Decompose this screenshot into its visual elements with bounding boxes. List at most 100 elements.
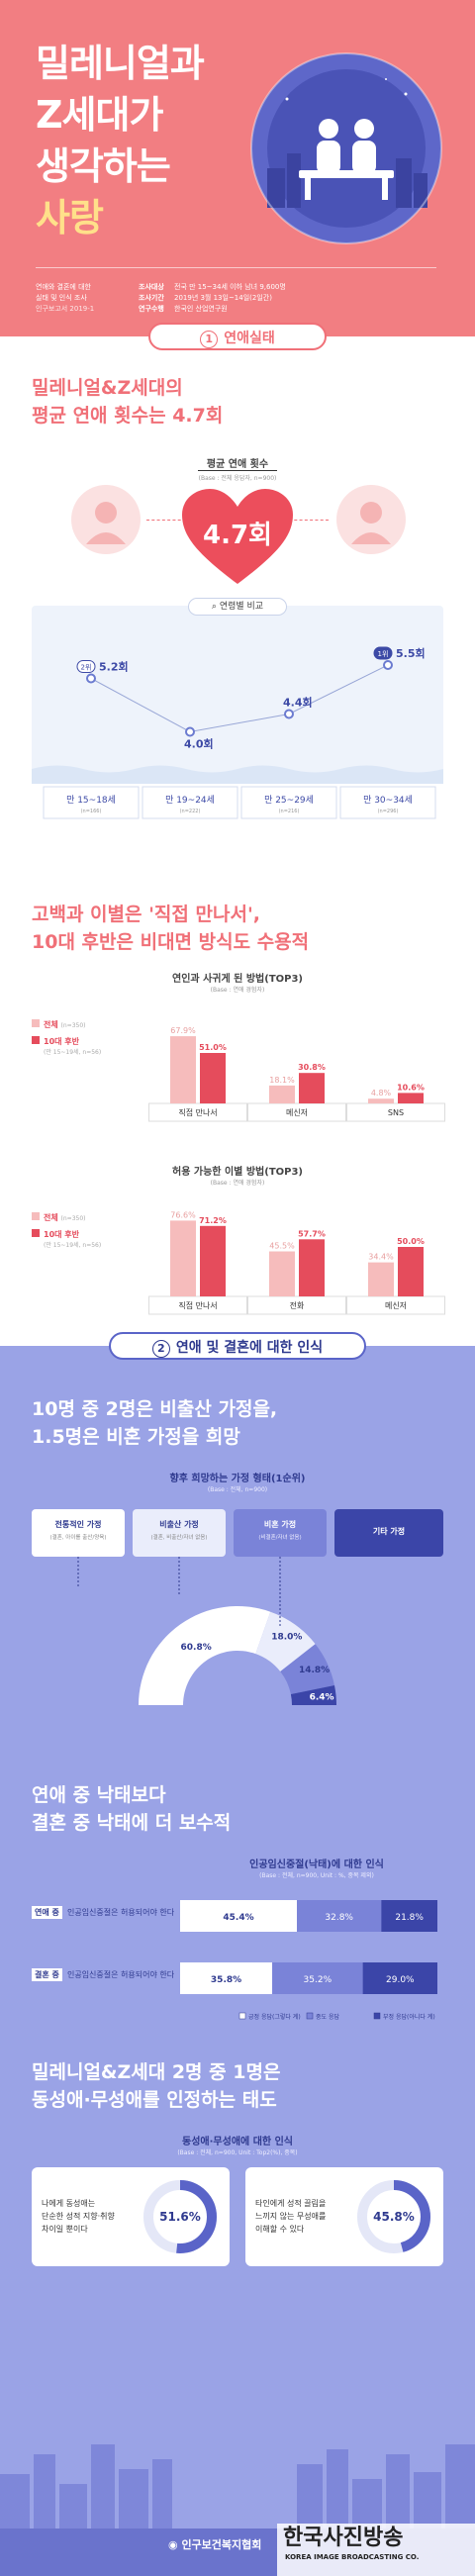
age-data-label: 5.5회 xyxy=(396,646,426,660)
hero-info-line: 인구보고서 2019-1 xyxy=(36,305,95,313)
hero-info-line: 실태 및 인식 조사 xyxy=(36,294,87,302)
age-category-box xyxy=(142,786,238,819)
bar xyxy=(170,1220,196,1296)
avg-dating-value: 4.7회 xyxy=(203,521,272,550)
age-comparison-panel xyxy=(32,606,443,784)
lgbt-text-line: 차이일 뿐이다 xyxy=(42,2225,88,2234)
legend-teen-sub: (만 15~19세, n=56) xyxy=(44,1242,102,1249)
stacked-bar-segment xyxy=(272,1962,363,1994)
bar xyxy=(368,1262,394,1296)
bar xyxy=(200,1053,226,1103)
family-card-title: 비출산 가정 xyxy=(159,1520,199,1529)
legend-label: 중도 응답 xyxy=(316,2014,339,2021)
bar-value-label: 71.2% xyxy=(199,1216,227,1225)
legend-swatch xyxy=(306,2012,314,2020)
bar xyxy=(269,1085,295,1103)
bar xyxy=(299,1239,325,1296)
rank-badge xyxy=(76,660,96,673)
headline-line: 10대 후반은 비대면 방식도 수용적 xyxy=(32,931,310,953)
age-line-chart: 5.2회 2위만 15~18세 (n=166) 4.0회만 19~24세 (n=222)… xyxy=(32,646,443,819)
age-sample-label: (n=222) xyxy=(180,809,201,814)
avg-dating-label: 평균 연애 횟수 xyxy=(206,459,269,470)
age-sample-label: (n=166) xyxy=(81,809,102,814)
donut-arc xyxy=(143,2180,217,2253)
headline-line: 평균 연애 횟수는 4.7회 xyxy=(32,405,224,427)
bar-value-label: 57.7% xyxy=(298,1229,326,1238)
label-underline xyxy=(198,470,277,471)
family-card-sub: (결혼, 아이를 출산/양육) xyxy=(49,1535,107,1541)
section-2-number: 2 xyxy=(151,1340,170,1358)
rank-badge xyxy=(373,646,393,660)
legend-teen: 10대 후반 xyxy=(32,1036,113,1047)
org-logo-icon: ◉ xyxy=(168,2538,182,2551)
headline-lgbt: 밀레니얼&Z세대 2명 중 1명은 동성애·무성애를 인정하는 태도 xyxy=(32,2058,280,2114)
legend-all: 전체 (n=350) xyxy=(32,1212,113,1223)
family-donut-chart: 60.8% 18.0% 14.8% 6.4% xyxy=(77,1557,336,1705)
bar-value-label: 10.6% xyxy=(397,1083,425,1092)
watermark-kr: 한국사진방송 xyxy=(283,2526,404,2550)
heart-icon xyxy=(182,489,293,584)
bar-value-label: 18.1% xyxy=(269,1076,295,1085)
lgbt-text-line: 단순한 성적 지향·취향 xyxy=(42,2212,115,2221)
headline-line: 밀레니얼&Z세대 2명 중 1명은 xyxy=(32,2061,281,2083)
category-label: 직접 만나서 xyxy=(178,1300,217,1310)
avatar-female xyxy=(71,485,141,554)
lgbt-card-homosexual: 나에게 동성애는 단순한 성적 지향·취향 차이일 뿐이다 51.6% xyxy=(32,2167,230,2266)
section-1-badge: 1 연애실태 xyxy=(148,323,327,350)
abortion-tag: 결혼 중 xyxy=(32,1968,62,1981)
donut-slice xyxy=(255,1611,316,1672)
dashed-connector xyxy=(289,520,329,521)
bar-value-label: 76.6% xyxy=(170,1210,196,1219)
lgbt-text-line: 타인에게 성적 끌림을 xyxy=(255,2199,327,2208)
family-card-sub: (비결혼/자녀 없음) xyxy=(258,1535,302,1541)
segment-value-label: 35.2% xyxy=(304,1975,332,1985)
section-marriage: 2 연애 및 결혼에 대한 인식 10명 중 2명은 비출산 가정을, 1.5명은… xyxy=(0,1332,475,2576)
section-1-number: 1 xyxy=(200,331,219,348)
segment-value-label: 45.4% xyxy=(223,1913,253,1923)
age-category-box xyxy=(339,786,436,819)
breakup-legend: 전체 (n=350) 10대 후반 (만 15~19세, n=56) xyxy=(32,1212,113,1249)
age-data-label: 4.0회 xyxy=(184,737,214,751)
lgbt-right-text: 타인에게 성적 끌림을 느끼지 않는 무성애를 이해할 수 있다 xyxy=(255,2197,349,2236)
legend-label: 부정 응답(아니다 계) xyxy=(383,2013,435,2021)
confess-chart-label: 연인과 사귀게 된 방법(TOP3) xyxy=(172,974,303,985)
abortion-row-marriage: 결혼 중 인공임신중절은 허용되어야 한다 xyxy=(32,1962,180,1981)
category-label: 전화 xyxy=(290,1300,305,1310)
family-chart-note: (Base : 전체, n=900) xyxy=(207,1486,268,1493)
bar xyxy=(368,1098,394,1103)
couple-bench-illustration xyxy=(250,52,442,244)
dashed-connector xyxy=(146,520,186,521)
age-category-box xyxy=(240,786,337,819)
donut-value-label: 60.8% xyxy=(181,1643,212,1653)
homosexual-donut: 51.6% xyxy=(143,2180,217,2253)
section-2-title: 연애 및 결혼에 대한 인식 xyxy=(175,1340,324,1356)
lgbt-text-line: 느끼지 않는 무성애를 xyxy=(255,2212,327,2221)
bar-value-label: 45.5% xyxy=(269,1242,295,1251)
headline-line: 동성애·무성애를 인정하는 태도 xyxy=(32,2089,277,2111)
category-cell xyxy=(346,1102,445,1122)
age-category-label: 만 15~18세 xyxy=(66,795,116,806)
watermark-logo: 한국사진방송 KOREA IMAGE BROADCASTING CO. xyxy=(277,2524,475,2576)
hero-title-line-4: 사랑 xyxy=(36,196,104,239)
rank-label: 1위 xyxy=(378,650,389,658)
donut-center-value: 51.6% xyxy=(159,2210,201,2224)
confess-chart-note: (Base : 연애 경험자) xyxy=(210,987,265,994)
segment-value-label: 32.8% xyxy=(325,1913,353,1923)
bar-value-label: 67.9% xyxy=(170,1026,196,1035)
search-icon: ⌕ xyxy=(211,602,220,612)
bar xyxy=(398,1093,424,1103)
hero-banner: 밀레니얼과 Z세대가 생각하는 사랑 연애와 결혼에 대한 실태 및 인식 조사… xyxy=(0,0,475,336)
category-label: SNS xyxy=(388,1108,404,1117)
age-category-label: 만 30~34세 xyxy=(363,795,413,806)
abortion-row-dating: 연애 중 인공임신중절은 허용되어야 한다 xyxy=(32,1900,180,1919)
headline-line: 1.5명은 비혼 가정을 희망 xyxy=(32,1426,240,1448)
headline-line: 밀레니얼&Z세대의 xyxy=(32,377,183,399)
hero-title-line-2: Z세대가 xyxy=(36,93,163,137)
category-label: 직접 만나서 xyxy=(178,1107,217,1117)
headline-family: 10명 중 2명은 비출산 가정을, 1.5명은 비혼 가정을 희망 xyxy=(32,1395,277,1451)
family-card-sub: (결혼, 비출산/자녀 없음) xyxy=(150,1535,208,1541)
hero-info-line: 연애와 결혼에 대한 xyxy=(36,283,91,291)
age-data-label: 4.4회 xyxy=(283,696,313,710)
age-comparison-pill: ⌕ 연령별 비교 xyxy=(188,598,287,616)
age-comparison-label: 연령별 비교 xyxy=(219,602,264,612)
